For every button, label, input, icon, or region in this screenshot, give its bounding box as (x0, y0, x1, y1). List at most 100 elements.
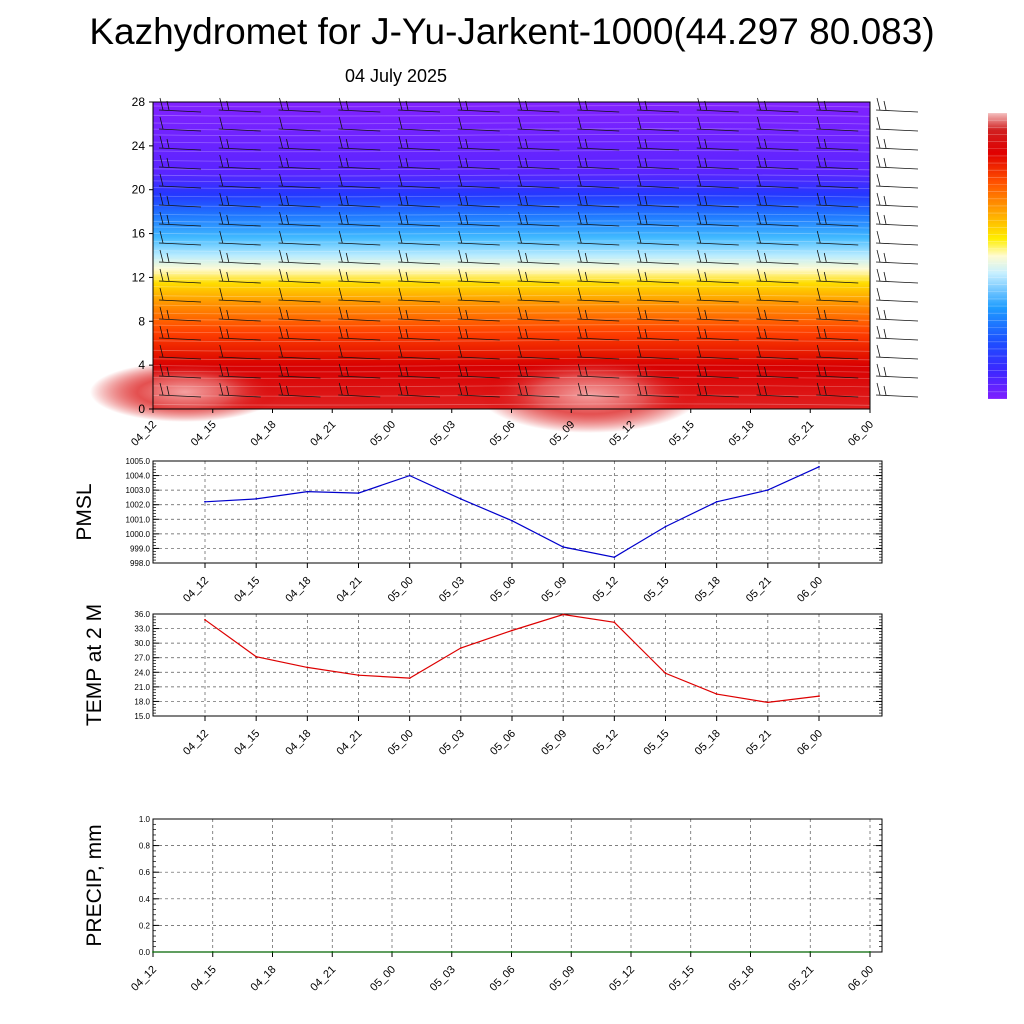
wind-barb (875, 344, 919, 360)
wind-barb-flag (876, 135, 881, 149)
wind-barb-shaft (756, 242, 799, 246)
wind-barb (577, 268, 620, 284)
wind-barb (397, 363, 441, 379)
wind-barb-shaft (457, 242, 500, 246)
x-tick-label: 05_06 (488, 728, 518, 758)
wind-barb-shaft (636, 394, 680, 398)
wind-barb (158, 363, 202, 379)
wind-barb (218, 325, 261, 341)
wind-barb-flag (286, 366, 289, 377)
wind-barb-flag (279, 154, 283, 168)
wind-barb-shaft (397, 109, 441, 113)
plot-frame (152, 818, 883, 953)
wind-barb (636, 249, 680, 265)
wind-barb-flag (525, 214, 528, 225)
wind-barb-flag (219, 306, 224, 320)
wind-barb (278, 173, 321, 189)
wind-barb-flag (398, 97, 403, 111)
page-title: Kazhydromet for J-Yu-Jarkent-1000(44.297… (89, 11, 935, 52)
wind-barb-flag (159, 211, 164, 225)
wind-barb-flag (465, 157, 469, 168)
wind-barb-shaft (158, 223, 202, 227)
wind-barb (278, 306, 321, 322)
wind-barb-flag (757, 287, 761, 301)
wind-barb-flag (166, 214, 170, 225)
wind-barb (457, 268, 500, 284)
wind-barb-flag (338, 325, 343, 339)
wind-barb-flag (577, 173, 582, 187)
wind-barb (875, 154, 919, 170)
x-tick-label: 05_15 (667, 964, 697, 994)
wind-barb-flag (345, 328, 349, 339)
wind-barb-shaft (816, 204, 859, 208)
wind-barb (577, 363, 620, 379)
wind-barb-shaft (696, 299, 739, 303)
wind-barb-flag (405, 195, 409, 206)
wind-barb-flag (757, 382, 761, 396)
y-tick-label: 1001.0 (126, 515, 151, 524)
x-tick-label: 05_12 (590, 575, 620, 605)
wind-barb-flag (823, 252, 827, 263)
wind-barb-shaft (158, 109, 202, 113)
wind-barb (517, 211, 560, 227)
contour-line (152, 232, 871, 235)
wind-barb-flag (704, 309, 708, 320)
wind-barb (636, 211, 680, 227)
wind-barb-shaft (457, 109, 500, 113)
x-tick-label: 04_15 (189, 964, 219, 994)
wind-barb-shaft (756, 204, 799, 208)
wind-barb-flag (757, 325, 761, 339)
wind-barb-shaft (577, 299, 620, 303)
cross-section-panel: 0 4 8 12 16 20 24 28 04_12 04_15 04_18 04_21 05_00 05… (90, 95, 919, 449)
wind-barb-flag (876, 287, 881, 301)
wind-barb-flag (697, 306, 702, 320)
wind-barb-shaft (756, 356, 799, 360)
wind-barb (338, 382, 381, 398)
wind-barb-flag (577, 211, 582, 225)
wind-barb-flag (345, 385, 349, 396)
pmsl-point (459, 497, 462, 500)
wind-barb-flag (823, 385, 827, 396)
wind-barb (636, 344, 680, 360)
wind-barb-shaft (875, 280, 919, 284)
y-tick-label: 28 (132, 95, 146, 109)
wind-barb (218, 268, 261, 284)
wind-barb (218, 344, 261, 360)
precip-point (211, 951, 214, 953)
wind-barb-flag (518, 344, 522, 358)
wind-barb-shaft (756, 147, 799, 151)
wind-barb (756, 249, 799, 265)
wind-barb-shaft (816, 223, 859, 227)
wind-barb-flag (338, 192, 343, 206)
x-tick-label: 06_00 (795, 575, 825, 605)
wind-barb-shaft (577, 261, 620, 265)
pmsl-axis-label: PMSL (73, 483, 96, 540)
wind-barb-shaft (158, 318, 202, 322)
y-tick-label: 0 (138, 402, 145, 416)
wind-barb (756, 211, 799, 227)
precip-point (809, 951, 812, 953)
y-tick-label: 0.8 (139, 842, 151, 851)
wind-barb-shaft (397, 280, 441, 284)
wind-barb-flag (577, 192, 582, 206)
wind-barb (218, 192, 261, 208)
wind-barb (636, 192, 680, 208)
wind-barb-flag (345, 157, 349, 168)
wind-barb-flag (876, 325, 881, 339)
wind-barb-shaft (636, 261, 680, 265)
wind-barb-shaft (158, 128, 202, 132)
wind-barb (875, 306, 919, 322)
wind-barb-shaft (218, 185, 261, 189)
wind-barb-flag (458, 97, 463, 111)
wind-barb-shaft (756, 337, 799, 341)
wind-barb (397, 344, 441, 360)
wind-barb (158, 249, 202, 265)
wind-barb (696, 306, 739, 322)
pmsl-panel: 998.0 999.0 1000.0 1001.0 1002.0 1003.0 1004.0… (73, 457, 883, 605)
wind-barb-flag (704, 252, 708, 263)
wind-barb-shaft (158, 147, 202, 151)
wind-barb-shaft (158, 337, 202, 341)
wind-barb (816, 306, 859, 322)
wind-barb-shaft (338, 337, 381, 341)
wind-barb-shaft (696, 261, 739, 265)
